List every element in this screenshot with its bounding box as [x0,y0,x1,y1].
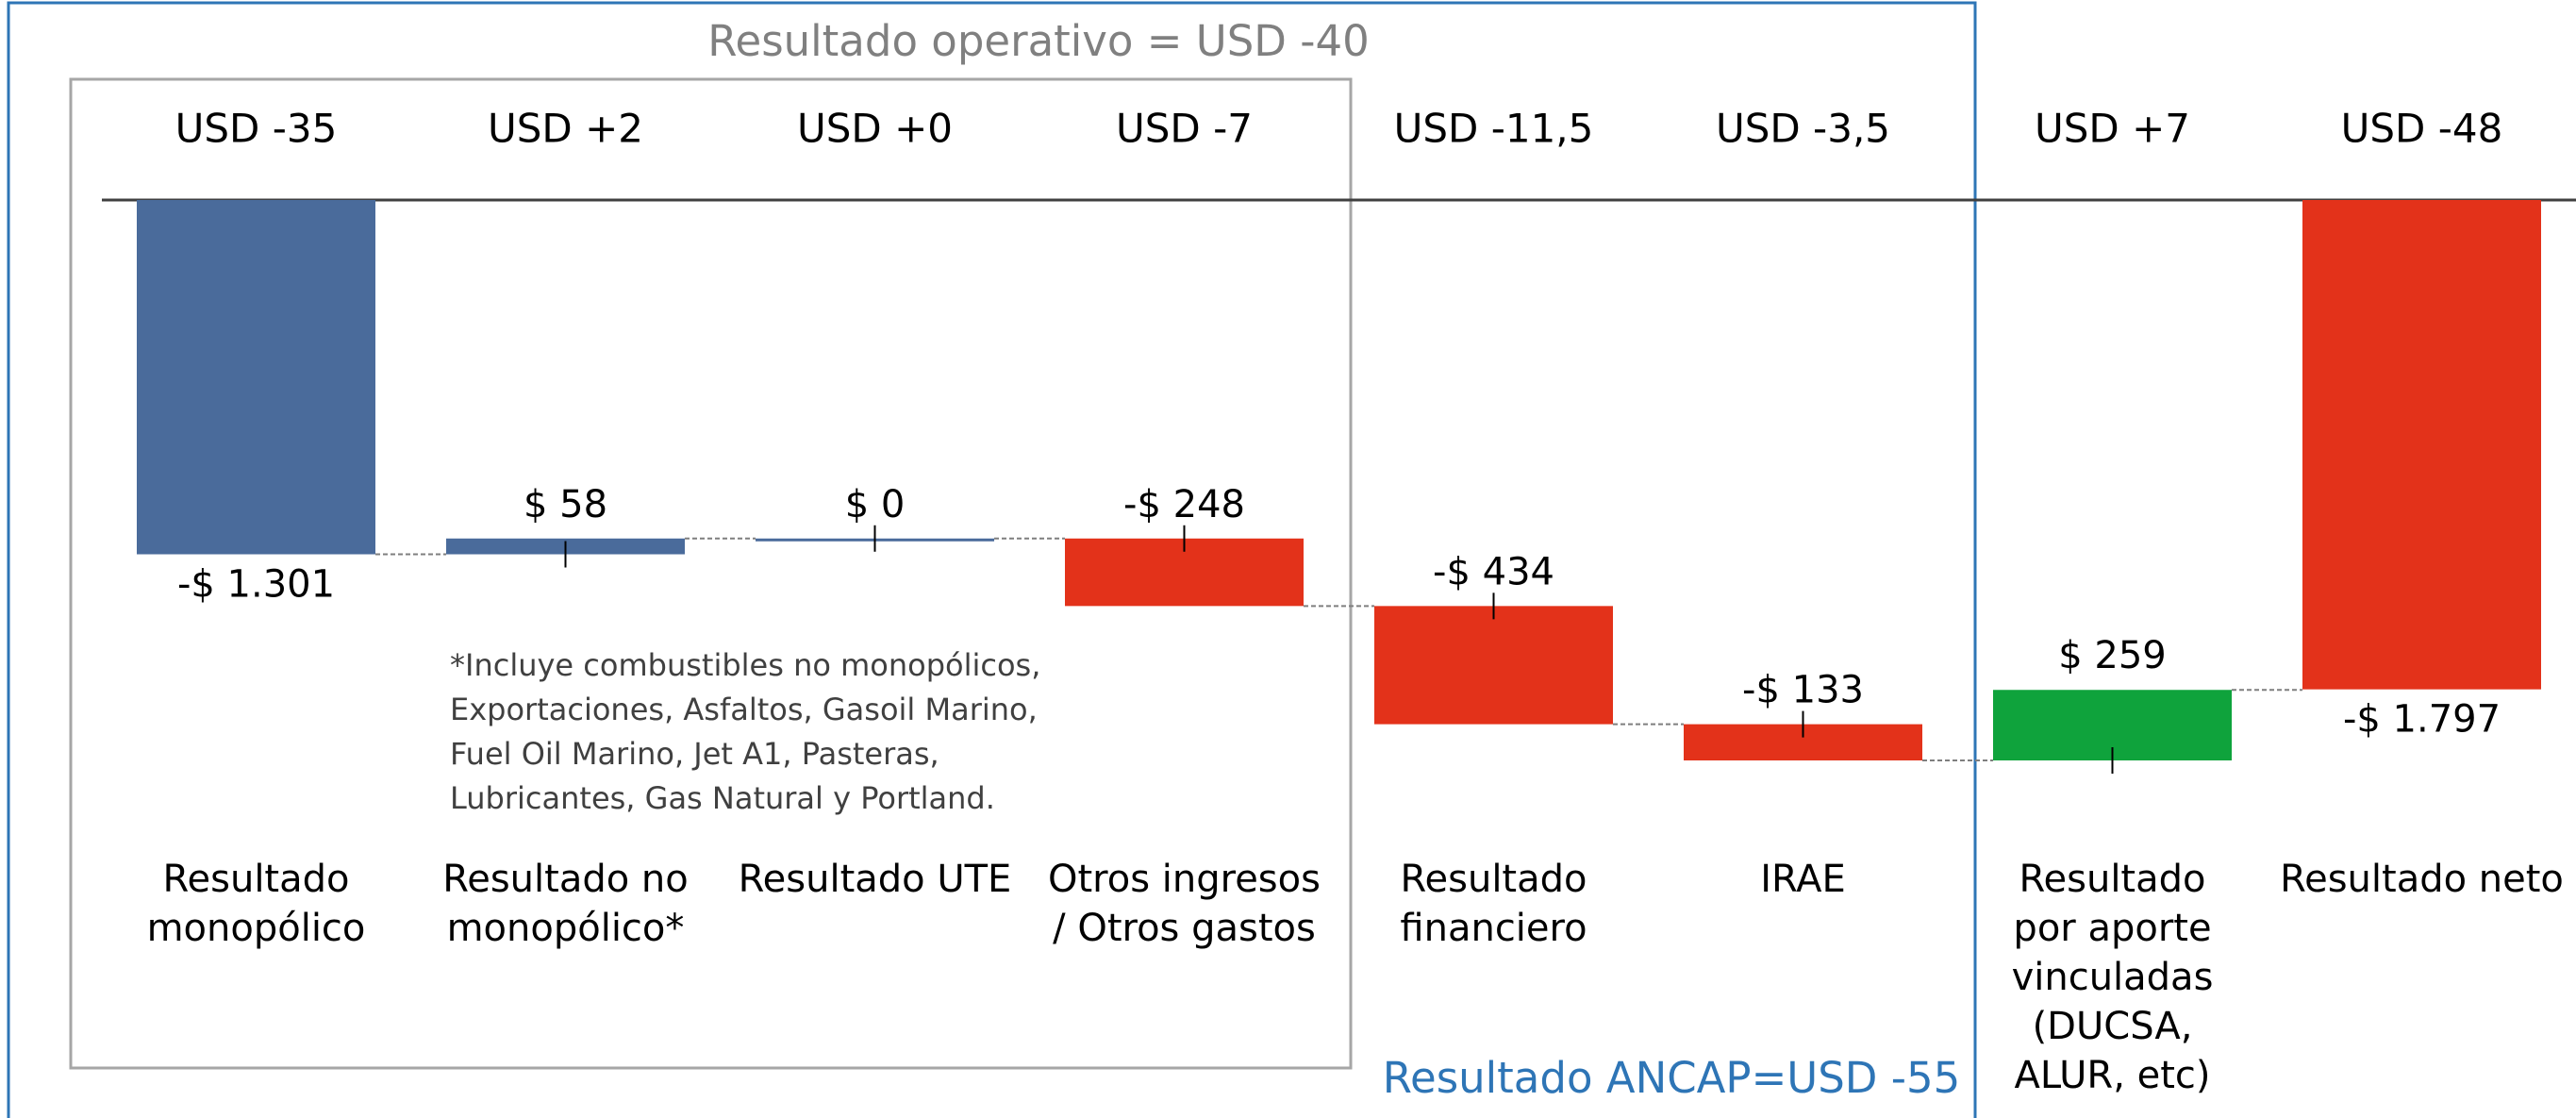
category-label: Resultado [163,858,350,901]
top-label: USD +2 [488,106,643,152]
category-label: (DUCSA, [2033,1005,2193,1048]
outer-label: Resultado ANCAP=USD -55 [1383,1053,1960,1103]
category-label: monopólico* [447,907,685,950]
category-label: monopólico [147,907,366,950]
category-label: vinculadas [2012,956,2214,999]
category-label: Resultado UTE [739,858,1012,901]
category-label: Resultado [2019,858,2206,901]
category-label: Otros ingresos [1048,858,1321,901]
top-label: USD -7 [1116,106,1253,152]
value-label: $ 259 [2058,634,2167,677]
note-line: Exportaciones, Asfaltos, Gasoil Marino, [450,692,1038,727]
ancap-box [7,1,1977,1118]
value-label: -$ 1.301 [177,563,335,607]
note-line: Lubricantes, Gas Natural y Portland. [450,780,995,816]
category-label: / Otros gastos [1053,907,1316,950]
bar [1374,606,1613,725]
value-label: $ 0 [845,483,906,526]
top-label: USD -35 [175,106,338,152]
category-label: IRAE [1760,858,1846,901]
category-label: ALUR, etc) [2014,1054,2210,1097]
category-label: financiero [1400,907,1587,950]
value-label: $ 58 [524,483,607,526]
top-label: USD +0 [797,106,953,152]
note-line: Fuel Oil Marino, Jet A1, Pasteras, [450,736,939,772]
top-label: USD +7 [2035,106,2190,152]
category-label: Resultado no [442,858,689,901]
category-label: Resultado neto [2280,858,2564,901]
operativo-box [69,77,1353,1070]
top-label: USD -48 [2341,106,2503,152]
top-label: USD -11,5 [1394,106,1594,152]
category-label: por aporte [2013,907,2211,950]
value-label: -$ 1.797 [2343,698,2501,742]
value-label: -$ 248 [1123,483,1245,526]
value-label: -$ 133 [1742,669,1864,712]
bar [137,200,375,555]
top-label: USD -3,5 [1716,106,1890,152]
value-label: -$ 434 [1433,550,1554,593]
bar [2302,200,2541,690]
note-line: *Incluye combustibles no monopólicos, [450,647,1040,683]
category-label: Resultado [1401,858,1587,901]
box-title: Resultado operativo = USD -40 [707,16,1369,66]
